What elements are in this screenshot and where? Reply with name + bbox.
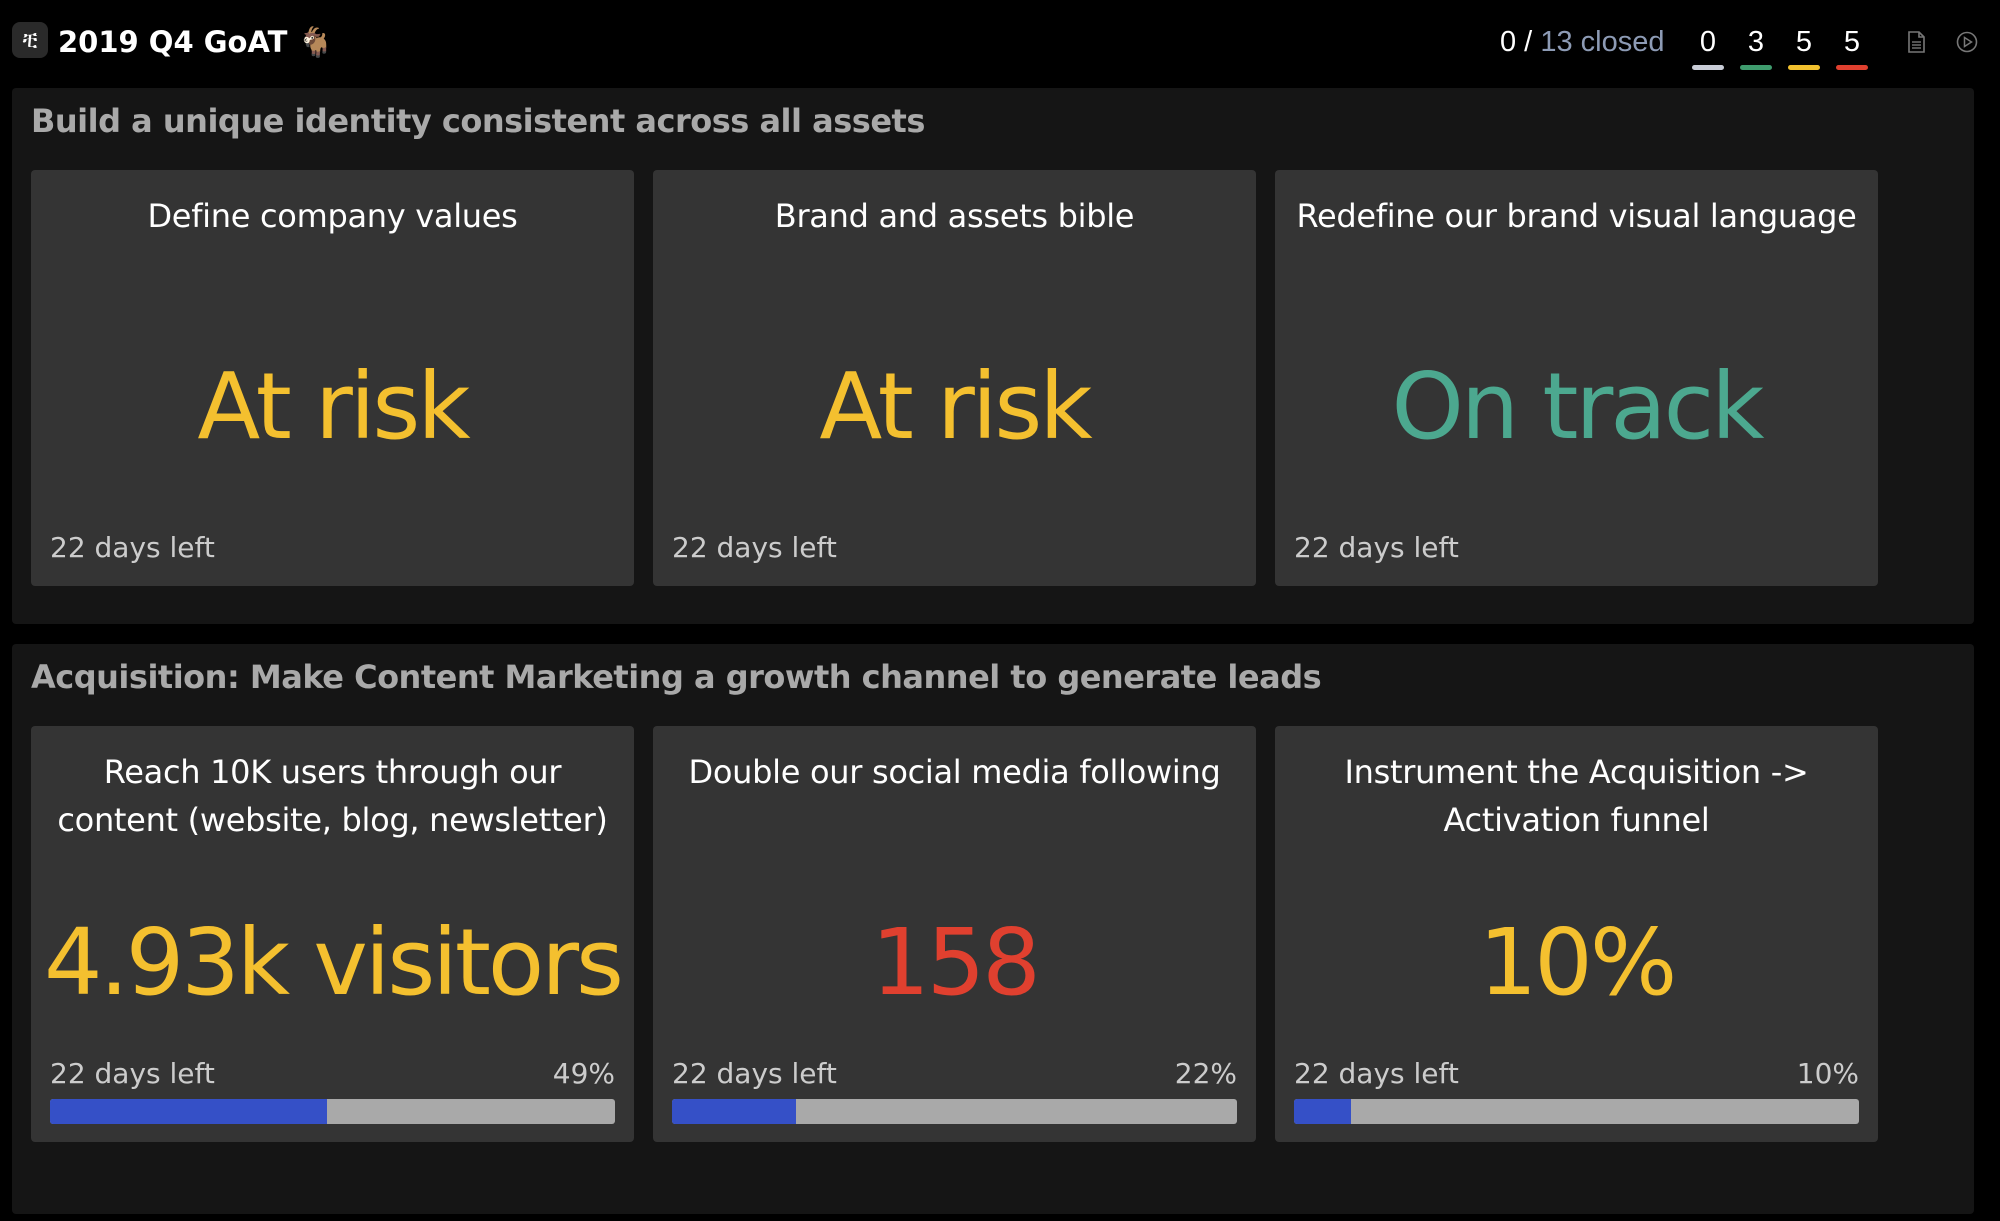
progress-percent: 10% <box>1796 1057 1859 1090</box>
key-result-status: 158 <box>871 909 1041 1016</box>
status-counter-off-track[interactable]: 5 <box>1836 22 1868 70</box>
objective-title: Acquisition: Make Content Marketing a gr… <box>31 658 1322 696</box>
days-left: 22 days left <box>672 1057 837 1090</box>
counter-bar <box>1788 65 1820 70</box>
key-result-card[interactable]: Define company values At risk 22 days le… <box>31 170 634 586</box>
key-result-status: 4.93k visitors <box>44 909 624 1016</box>
key-result-title: Reach 10K users through our content (web… <box>57 753 608 839</box>
counter-value: 0 <box>1699 26 1717 58</box>
dashboard-title: 2019 Q4 GoAT 🐐 <box>58 25 334 59</box>
objective-section: Build a unique identity consistent acros… <box>12 88 1974 624</box>
days-left: 22 days left <box>1294 1057 1459 1090</box>
key-result-title: Define company values <box>147 197 518 235</box>
days-left: 22 days left <box>672 531 837 564</box>
closed-count: 0 / <box>1500 26 1533 58</box>
counter-bar <box>1692 65 1724 70</box>
app-logo-icon[interactable]: ቺ <box>12 22 48 58</box>
key-result-card[interactable]: Redefine our brand visual language On tr… <box>1275 170 1878 586</box>
document-icon[interactable] <box>1904 30 1928 54</box>
key-result-title: Brand and assets bible <box>774 197 1135 235</box>
progress-bar <box>50 1099 615 1124</box>
objective-section: Acquisition: Make Content Marketing a gr… <box>12 644 1974 1214</box>
key-result-status: 10% <box>1478 909 1677 1016</box>
progress-percent: 49% <box>552 1057 615 1090</box>
key-result-title: Redefine our brand visual language <box>1296 197 1857 235</box>
key-result-card[interactable]: Reach 10K users through our content (web… <box>31 726 634 1142</box>
days-left: 22 days left <box>1294 531 1459 564</box>
days-left: 22 days left <box>50 1057 215 1090</box>
counter-value: 5 <box>1795 26 1813 58</box>
status-counter-at-risk[interactable]: 5 <box>1788 22 1820 70</box>
progress-fill <box>1294 1099 1351 1124</box>
status-counter-closed[interactable]: 0 <box>1692 22 1724 70</box>
key-result-title: Instrument the Acquisition -> Activation… <box>1344 753 1809 839</box>
status-counter-on-track[interactable]: 3 <box>1740 22 1772 70</box>
key-result-card[interactable]: Double our social media following 158 22… <box>653 726 1256 1142</box>
key-result-card[interactable]: Brand and assets bible At risk 22 days l… <box>653 170 1256 586</box>
closed-total: 13 closed <box>1540 26 1665 58</box>
key-result-card[interactable]: Instrument the Acquisition -> Activation… <box>1275 726 1878 1142</box>
top-bar: ቺ 2019 Q4 GoAT 🐐 0 / 13 closed 0 3 5 5 <box>0 0 2000 88</box>
key-result-status: At risk <box>197 353 470 460</box>
closed-summary: 0 / 13 closed <box>1500 22 1664 62</box>
key-result-status: At risk <box>819 353 1092 460</box>
counter-bar <box>1740 65 1772 70</box>
play-circle-icon[interactable] <box>1955 30 1979 54</box>
progress-fill <box>50 1099 327 1124</box>
counter-value: 3 <box>1747 26 1765 58</box>
days-left: 22 days left <box>50 531 215 564</box>
objective-title: Build a unique identity consistent acros… <box>31 102 925 140</box>
counter-value: 5 <box>1843 26 1861 58</box>
key-result-status: On track <box>1391 353 1764 460</box>
progress-bar <box>672 1099 1237 1124</box>
progress-fill <box>672 1099 797 1124</box>
progress-bar <box>1294 1099 1859 1124</box>
key-result-title: Double our social media following <box>688 753 1221 791</box>
counter-bar <box>1836 65 1868 70</box>
progress-percent: 22% <box>1174 1057 1237 1090</box>
